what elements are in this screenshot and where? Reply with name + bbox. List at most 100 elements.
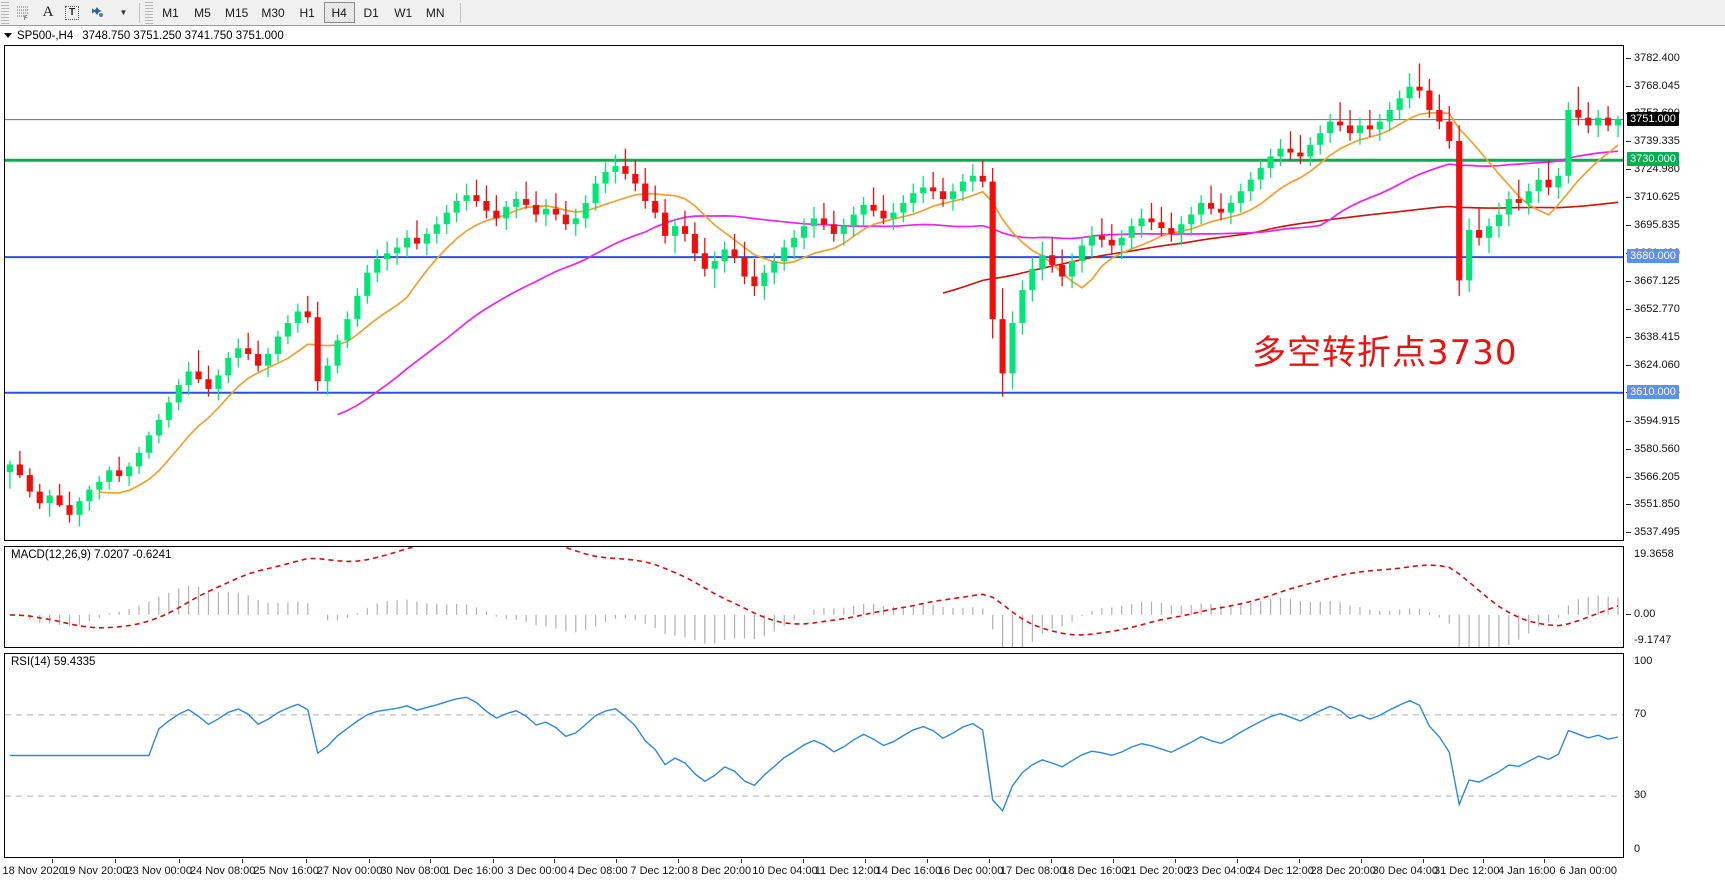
price-plot-area[interactable] (5, 46, 1623, 540)
rsi-label: RSI(14) 59.4335 (11, 656, 96, 668)
timeframe-m15[interactable]: M15 (225, 5, 249, 20)
price-axis-tick (1626, 141, 1631, 143)
ma-fast-orange-line (99, 111, 1619, 494)
time-axis-label: 28 Dec 20:00 (1310, 865, 1376, 877)
time-axis-tick (926, 859, 928, 863)
time-axis-tick (677, 859, 679, 863)
macd-histogram (19, 585, 1619, 647)
price-axis-label: 3782.400 (1634, 51, 1680, 64)
price-axis-tick (1626, 57, 1631, 59)
macd-axis-label: 0.00 (1634, 607, 1656, 620)
timeframe-w1[interactable]: W1 (394, 5, 413, 20)
time-axis-label: 24 Nov 08:00 (189, 865, 256, 877)
price-axis-label: 3594.915 (1634, 414, 1680, 427)
price-axis-tick (1626, 476, 1631, 478)
time-axis-tick (616, 859, 618, 863)
price-chart-panel[interactable]: 多空转折点3730 (4, 45, 1624, 541)
timeframe-mn[interactable]: MN (425, 5, 445, 20)
macd-axis-label: -9.1747 (1634, 634, 1672, 646)
time-axis-label: 1 Dec 16:00 (444, 865, 504, 877)
time-axis-label: 14 Dec 16:00 (875, 865, 942, 877)
support-level-tag-3680[interactable]: 3680.000 (1627, 249, 1679, 264)
time-axis-tick (1112, 859, 1114, 863)
time-axis-label: 6 Jan 00:00 (1559, 865, 1617, 877)
price-axis-tick (1626, 420, 1631, 422)
current-price-tag[interactable]: 3751.000 (1627, 111, 1679, 126)
time-axis-tick (554, 859, 555, 863)
timeframe-grip[interactable] (145, 1, 153, 24)
time-axis-label: 8 Dec 20:00 (691, 865, 752, 877)
time-axis-label: 11 Dec 12:00 (814, 865, 880, 877)
time-axis-label: 4 Dec 08:00 (568, 865, 628, 877)
macd-axis-tick (1626, 613, 1631, 615)
time-axis-label: 23 Dec 04:00 (1186, 865, 1252, 877)
price-axis-tick (1626, 225, 1631, 227)
rsi-axis: 100 70 30 0 (1625, 653, 1723, 858)
price-axis-label: 3739.335 (1634, 135, 1680, 148)
timeframe-m5[interactable]: M5 (194, 5, 211, 20)
price-axis-label: 3667.125 (1634, 275, 1680, 288)
price-axis[interactable]: 3782.400 3768.045 3739.335 3724.980 3710.625… (1625, 45, 1723, 541)
text-tool-icon[interactable]: A (42, 4, 54, 20)
svg-text:F: F (24, 16, 28, 20)
price-axis-label: 3695.835 (1634, 219, 1680, 232)
time-axis[interactable]: 18 Nov 2020 19 Nov 20:00 23 Nov 00:00 24 No… (2, 859, 1624, 888)
time-axis-label: 23 Nov 00:00 (126, 865, 192, 877)
price-axis-tick (1626, 364, 1631, 366)
time-axis-label: 24 Dec 12:00 (1248, 865, 1314, 877)
time-axis-tick (803, 859, 805, 863)
time-axis-tick (740, 859, 742, 863)
timeframe-m1[interactable]: M1 (162, 5, 179, 20)
price-axis-tick (1626, 336, 1631, 338)
time-axis-tick (1237, 859, 1239, 863)
price-axis-tick (1626, 196, 1631, 198)
price-candles-svg (5, 63, 1623, 527)
toolbar-grip[interactable] (1, 1, 9, 24)
symbol-bar: SP500-,H4 3748.750 3751.250 3741.750 375… (0, 27, 1725, 44)
time-axis-label: 21 Dec 20:00 (1124, 865, 1190, 877)
time-axis-tick (369, 859, 371, 863)
time-axis-tick (988, 859, 990, 863)
time-axis-label: 10 Dec 04:00 (752, 865, 818, 877)
time-axis-label: 30 Dec 04:00 (1372, 865, 1439, 877)
indicators-dropdown-caret[interactable]: ▼ (119, 8, 128, 17)
price-axis-label: 3768.045 (1634, 79, 1680, 92)
text-label-icon[interactable]: T (60, 2, 84, 24)
time-axis-tick (51, 859, 53, 863)
rsi-axis-label: 0 (1634, 843, 1641, 855)
timeframe-d1[interactable]: D1 (363, 5, 379, 20)
indicators-icon[interactable] (84, 2, 111, 24)
rsi-panel[interactable]: RSI(14) 59.4335 (4, 653, 1624, 858)
timeframe-m30[interactable]: M30 (261, 5, 285, 20)
price-axis-tick (1626, 308, 1631, 310)
timeframe-h1[interactable]: H1 (299, 5, 315, 20)
time-axis-label: 25 Nov 16:00 (253, 865, 319, 877)
price-axis-tick (1626, 281, 1631, 283)
time-axis-tick (1544, 859, 1546, 863)
ma-mid-magenta-line (337, 150, 1619, 416)
time-axis-tick (493, 859, 495, 863)
symbol-name: SP500-,H4 (17, 29, 74, 42)
chart-annotation-text: 多空转折点3730 (1252, 333, 1518, 373)
support-level-tag-3730[interactable]: 3730.000 (1627, 152, 1679, 167)
macd-axis-label: 19.3658 (1634, 548, 1674, 560)
periodicity-icon[interactable]: F (11, 2, 36, 24)
symbol-collapse-caret[interactable] (4, 33, 12, 38)
time-axis-tick (1482, 859, 1484, 863)
price-axis-label: 3710.625 (1634, 190, 1680, 203)
macd-signal-line (9, 547, 1619, 636)
time-axis-label: 18 Nov 2020 (2, 865, 65, 877)
time-axis-tick (429, 859, 431, 863)
macd-axis: 19.3658 0.00 -9.1747 (1625, 546, 1723, 648)
timeframe-h4[interactable]: H4 (323, 2, 355, 23)
macd-panel[interactable]: MACD(12,26,9) 7.0207 -0.6241 (4, 546, 1624, 648)
symbol-ohlc: 3748.750 3751.250 3741.750 3751.000 (82, 29, 284, 42)
time-axis-tick (1175, 859, 1176, 863)
macd-plot-svg (9, 547, 1619, 647)
rsi-axis-label: 70 (1634, 707, 1647, 720)
support-level-tag-3610[interactable]: 3610.000 (1627, 384, 1679, 399)
price-axis-label: 3638.415 (1634, 330, 1680, 343)
price-axis-tick (1626, 504, 1631, 506)
time-axis-tick (178, 859, 180, 863)
time-axis-label: 19 Nov 20:00 (63, 865, 129, 877)
